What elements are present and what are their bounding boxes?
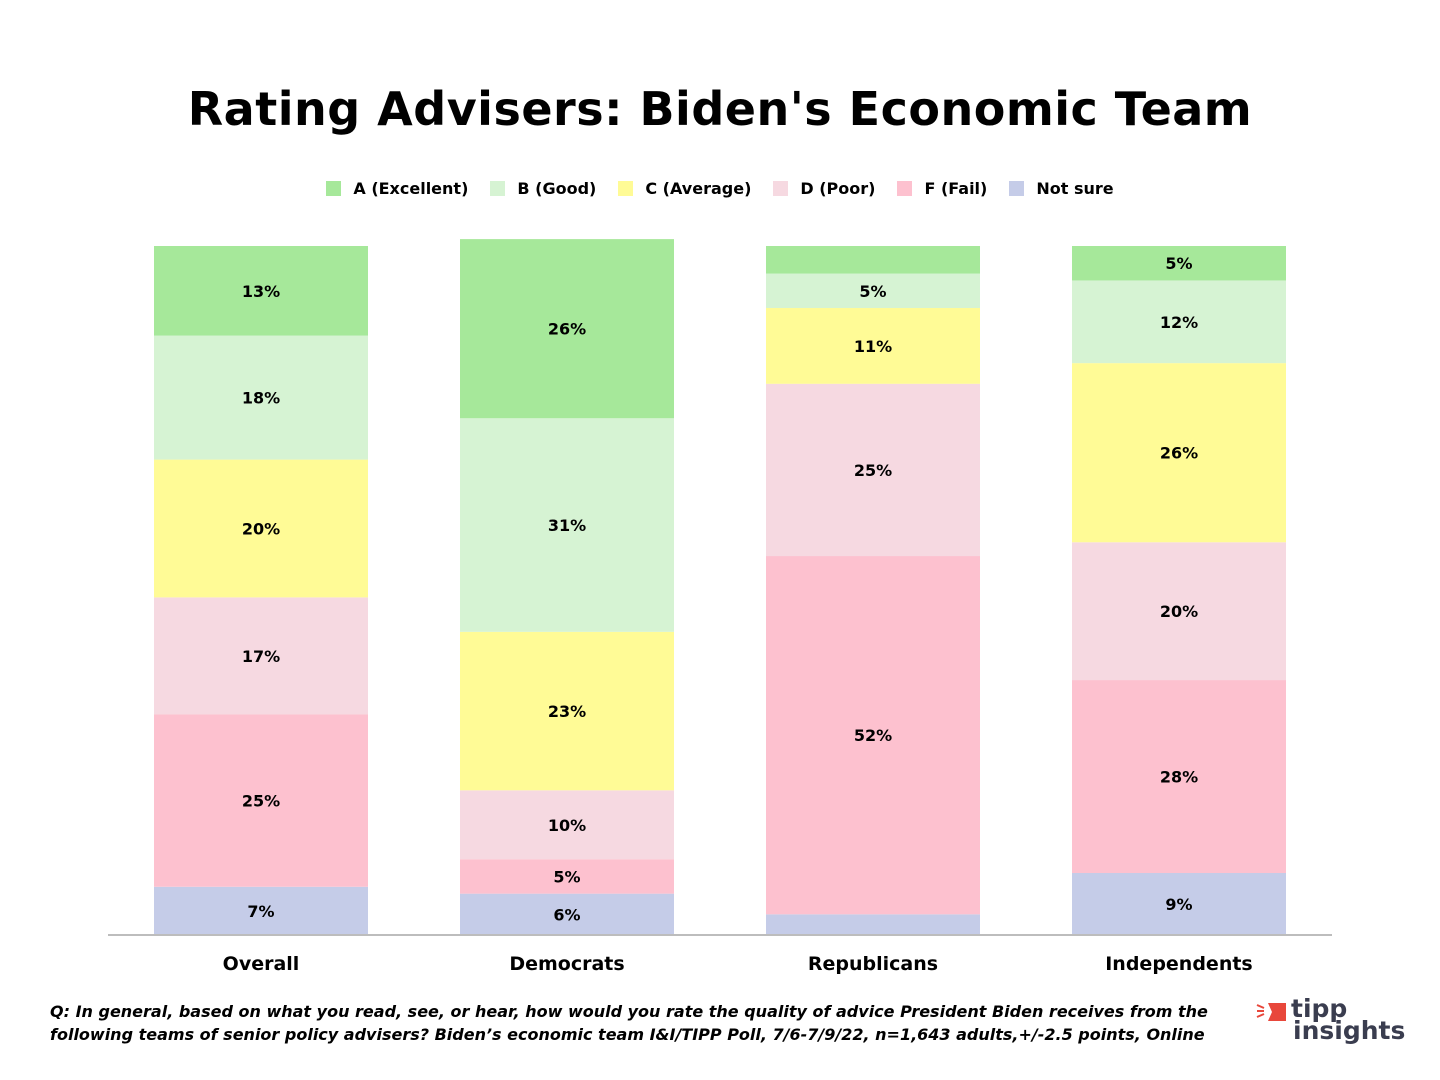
data-label: 9% xyxy=(1165,895,1192,914)
bar-segment xyxy=(154,246,368,336)
data-label: 26% xyxy=(548,320,586,339)
data-label: 5% xyxy=(1165,254,1192,273)
x-tick-label: Democrats xyxy=(509,953,624,975)
legend-label: A (Excellent) xyxy=(353,179,469,198)
legend-item: C (Average) xyxy=(618,179,751,198)
bar-segment xyxy=(1072,872,1286,935)
tipp-insights-logo: tipp insights xyxy=(1255,994,1406,1048)
data-label: 6% xyxy=(553,905,580,924)
bar-segment xyxy=(154,335,368,460)
data-label: 5% xyxy=(859,282,886,301)
legend-swatch xyxy=(490,181,506,196)
legend-swatch xyxy=(1009,181,1025,196)
data-label: 20% xyxy=(242,519,280,538)
legend-swatch xyxy=(618,181,634,196)
x-tick-label: Republicans xyxy=(808,953,938,975)
x-tick-label: Overall xyxy=(223,953,300,975)
x-tick-label: Independents xyxy=(1105,953,1253,975)
legend-label: B (Good) xyxy=(517,179,597,198)
data-label: 17% xyxy=(242,647,280,666)
logo-text-insights: insights xyxy=(1293,1016,1406,1045)
data-label: 28% xyxy=(1160,768,1198,787)
bar-segment xyxy=(766,246,980,274)
bar-segment xyxy=(1072,542,1286,681)
footnote-line-2: following teams of senior policy adviser… xyxy=(50,1025,1205,1044)
legend-label: C (Average) xyxy=(645,179,752,198)
data-label: 5% xyxy=(553,867,580,886)
bar-segment xyxy=(460,631,674,791)
logo-text-tipp: tipp xyxy=(1291,994,1348,1023)
bar-segment xyxy=(766,273,980,309)
bar-segment xyxy=(154,597,368,715)
legend-item: Not sure xyxy=(1009,179,1114,198)
legend-swatch xyxy=(773,181,789,196)
data-label: 11% xyxy=(854,337,892,356)
data-label: 25% xyxy=(854,461,892,480)
bar-segment xyxy=(1072,363,1286,543)
bar-segment xyxy=(154,459,368,598)
bar-segment xyxy=(154,714,368,887)
legend: A (Excellent) B (Good) C (Average) D (Poor)… xyxy=(0,179,1440,198)
bar-segment xyxy=(460,790,674,860)
legend-swatch xyxy=(897,181,913,196)
bar-segment xyxy=(766,556,980,915)
data-label: 26% xyxy=(1160,444,1198,463)
bar-segment xyxy=(1072,680,1286,873)
bar-segment xyxy=(766,308,980,384)
data-label: 25% xyxy=(242,792,280,811)
legend-item: D (Poor) xyxy=(773,179,875,198)
bar-segment xyxy=(154,886,368,935)
data-label: 20% xyxy=(1160,602,1198,621)
legend-label: Not sure xyxy=(1036,179,1114,198)
bar-segment xyxy=(1072,246,1286,281)
bar-segment xyxy=(460,893,674,935)
legend-swatch xyxy=(326,181,342,196)
data-label: 31% xyxy=(548,516,586,535)
data-label: 52% xyxy=(854,726,892,745)
data-label: 18% xyxy=(242,389,280,408)
data-label: 7% xyxy=(247,902,274,921)
data-label: 23% xyxy=(548,702,586,721)
chart-title: Rating Advisers: Biden's Economic Team xyxy=(187,82,1253,136)
footnote: Q: In general, based on what you read, s… xyxy=(50,1000,1210,1046)
footnote-line-1: Q: In general, based on what you read, s… xyxy=(50,1002,1208,1021)
logo-flag-icon xyxy=(1256,1003,1286,1021)
legend-label: F (Fail) xyxy=(924,179,988,198)
legend-label: D (Poor) xyxy=(800,179,876,198)
bar-segment xyxy=(766,914,980,935)
legend-item: A (Excellent) xyxy=(326,179,468,198)
legend-item: F (Fail) xyxy=(897,179,987,198)
data-label: 13% xyxy=(242,282,280,301)
bar-segment xyxy=(1072,280,1286,364)
chart-plot: 7% 25% 17% 20% 18% 13% Overall 6% 5% 10% 23% 31% 26%… xyxy=(108,239,1332,975)
legend-item: B (Good) xyxy=(490,179,596,198)
data-label: 10% xyxy=(548,816,586,835)
bar-segment xyxy=(460,239,674,419)
data-label: 12% xyxy=(1160,313,1198,332)
bar-segment xyxy=(460,418,674,632)
bar-segment xyxy=(460,859,674,894)
bar-segment xyxy=(766,383,980,557)
